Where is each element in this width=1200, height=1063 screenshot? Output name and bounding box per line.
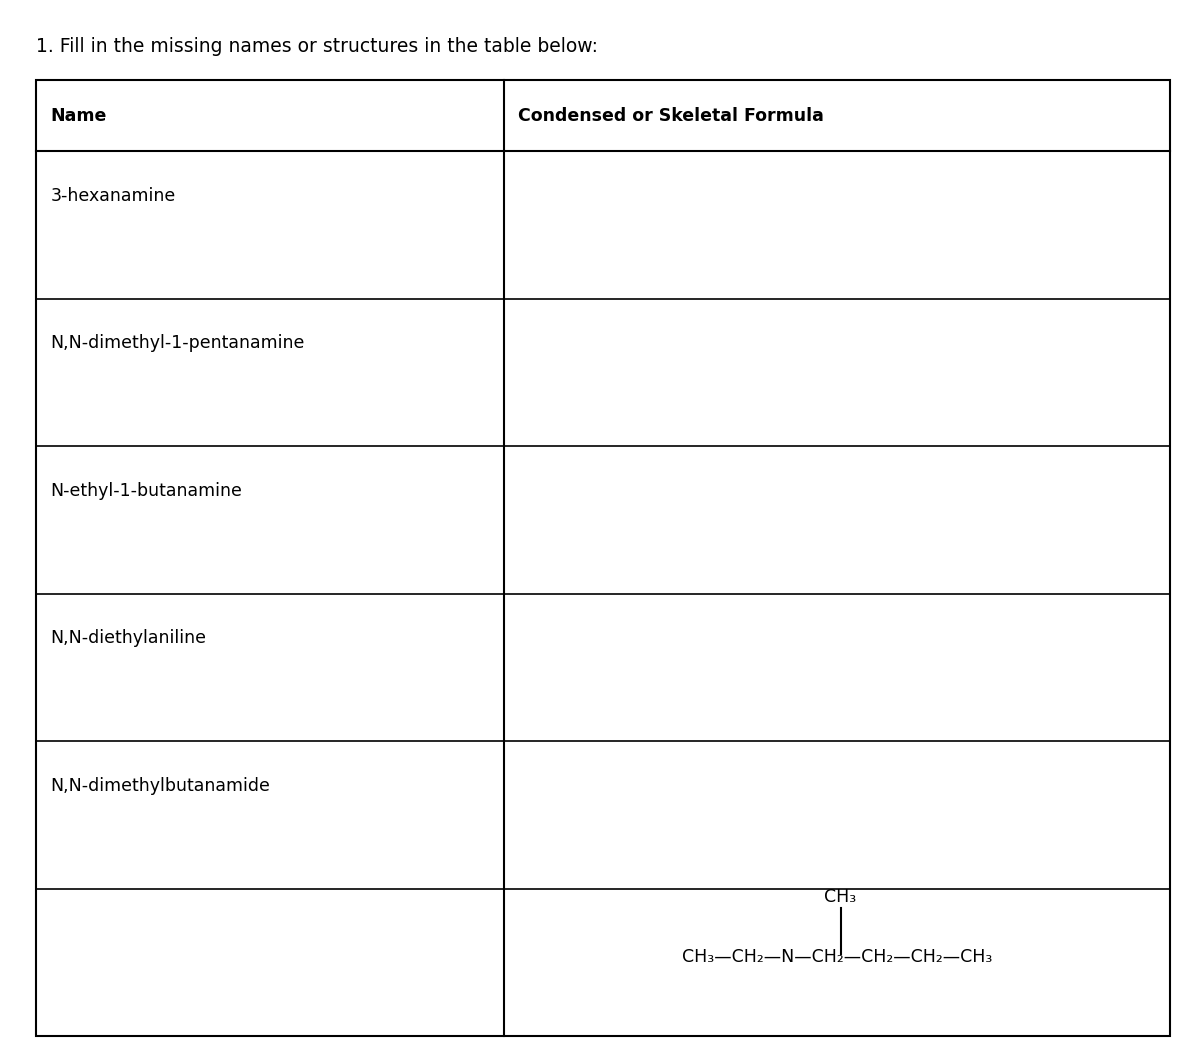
Text: CH₃: CH₃ [824, 889, 857, 907]
Text: Name: Name [50, 106, 107, 124]
Text: N-ethyl-1-butanamine: N-ethyl-1-butanamine [50, 482, 242, 500]
Text: N,N-diethylaniline: N,N-diethylaniline [50, 629, 206, 647]
Text: 3-hexanamine: 3-hexanamine [50, 187, 175, 205]
Text: N,N-dimethylbutanamide: N,N-dimethylbutanamide [50, 777, 270, 795]
Text: N,N-dimethyl-1-pentanamine: N,N-dimethyl-1-pentanamine [50, 334, 305, 352]
Text: CH₃—CH₂—N—CH₂—CH₂—CH₂—CH₃: CH₃—CH₂—N—CH₂—CH₂—CH₂—CH₃ [682, 948, 992, 966]
Text: 1. Fill in the missing names or structures in the table below:: 1. Fill in the missing names or structur… [36, 37, 598, 56]
Text: Condensed or Skeletal Formula: Condensed or Skeletal Formula [518, 106, 824, 124]
